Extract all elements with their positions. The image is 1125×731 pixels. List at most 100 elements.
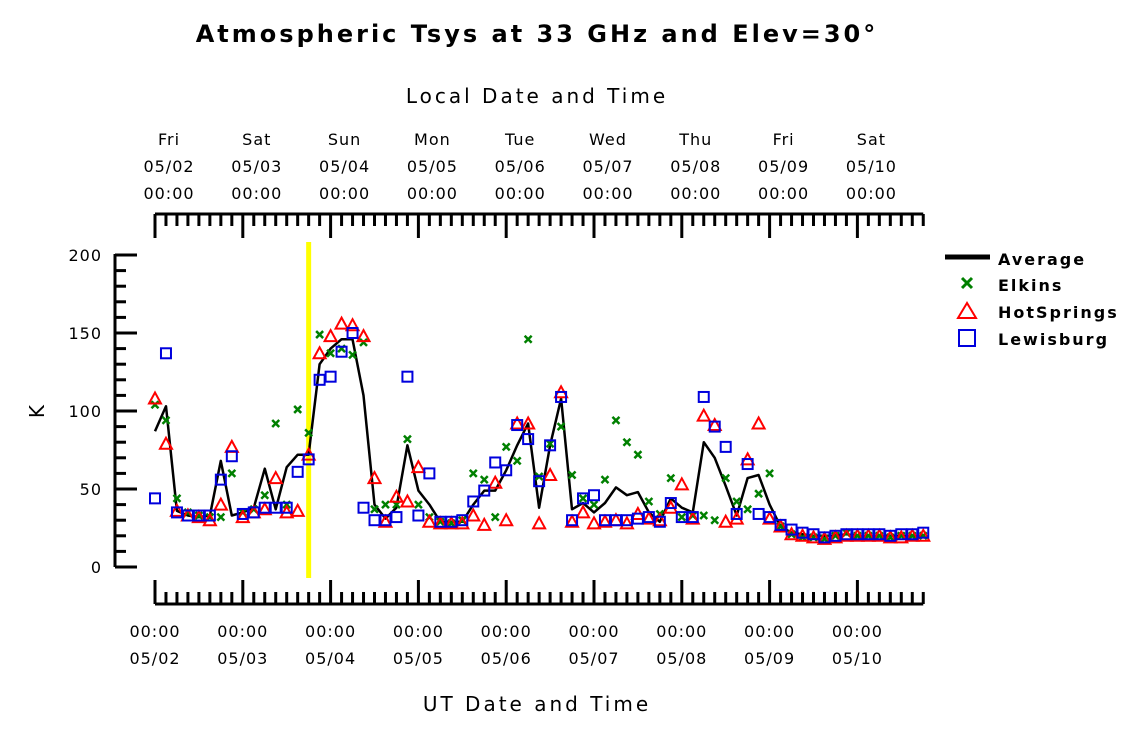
elkins-point	[556, 422, 566, 431]
lewisburg-point	[357, 501, 370, 514]
lewisburg-point	[346, 327, 359, 339]
elkins-point-stroke	[512, 456, 522, 466]
lewisburg-point	[368, 514, 381, 527]
elkins-point	[194, 511, 204, 520]
lewisburg-point	[203, 509, 216, 522]
hotsprings-point	[465, 507, 481, 522]
hotsprings-point	[147, 390, 163, 405]
top-tick-date-label: 05/10	[846, 157, 897, 176]
elkins-point	[633, 450, 643, 460]
top-tick-day-label: Sat	[857, 130, 886, 149]
lewisburg-point	[730, 507, 743, 520]
top-tick-time-label: 00:00	[231, 184, 282, 203]
lewisburg-point	[708, 420, 721, 433]
elkins-point-stroke	[633, 450, 643, 460]
lewisburg-point	[412, 509, 425, 522]
hotsprings-point	[904, 527, 920, 542]
elkins-point-stroke	[556, 422, 566, 431]
elkins-point-stroke	[578, 493, 588, 503]
elkins-point	[831, 531, 840, 541]
hotsprings-point	[575, 504, 591, 519]
elkins-point-stroke	[150, 400, 160, 410]
elkins-point	[315, 330, 325, 339]
elkins-point-stroke	[831, 531, 840, 541]
elkins-point	[150, 400, 160, 410]
elkins-point	[260, 490, 270, 500]
elkins-point	[490, 512, 500, 522]
lewisburg-point	[478, 484, 491, 497]
top-tick-day-label: Mon	[414, 130, 451, 149]
bottom-axis: 00:00 05/02 00:00 05/03 00:00 05/04 00:00 05/05…	[129, 580, 925, 668]
hotsprings-point	[586, 515, 602, 530]
elkins-point-stroke	[710, 515, 720, 525]
elkins-point	[699, 511, 709, 520]
top-axis: Fri 05/02 00:00 Sat 05/03 00:00 Sun 05/04 00:00 M…	[143, 130, 925, 238]
top-tick-day-label: Thu	[678, 130, 712, 149]
elkins-point	[765, 469, 774, 478]
hotsprings-point	[355, 328, 372, 343]
hotsprings-point	[750, 415, 767, 430]
elkins-point	[359, 337, 368, 347]
hotsprings-point	[443, 515, 460, 530]
legend: Average Elkins HotSprings Lewisburg	[945, 250, 1119, 349]
elkins-point	[545, 439, 555, 449]
elkins-point	[227, 469, 237, 478]
elkins-point	[743, 504, 753, 514]
y-tick-label: 0	[91, 558, 102, 577]
elkins-point	[896, 531, 906, 541]
bottom-tick-time-label: 00:00	[744, 622, 795, 641]
legend-elkins-x-icon	[960, 276, 974, 290]
elkins-point-stroke	[732, 497, 742, 506]
hotsprings-point	[432, 515, 449, 530]
elkins-point	[172, 493, 182, 503]
hotsprings-point	[685, 510, 701, 525]
top-tick-date-label: 05/03	[231, 157, 282, 176]
elkins-point	[600, 475, 610, 485]
bottom-tick-date-label: 05/04	[305, 649, 356, 668]
bottom-tick-time-label: 00:00	[656, 622, 707, 641]
hotsprings-point	[794, 527, 811, 542]
elkins-point-stroke	[468, 469, 478, 478]
top-tick-date-label: 05/04	[319, 157, 370, 176]
elkins-point-stroke	[523, 334, 533, 344]
lewisburg-point	[719, 440, 732, 453]
top-tick-time-label: 00:00	[846, 184, 897, 203]
hotsprings-point	[882, 529, 899, 544]
lewisburg-point	[697, 390, 710, 403]
top-tick-day-label: Tue	[504, 130, 535, 149]
hotsprings-point	[224, 438, 240, 453]
elkins-point	[161, 415, 171, 425]
y-tick-label: 200	[68, 246, 102, 265]
top-tick-date-label: 05/09	[758, 157, 809, 176]
elkins-point	[611, 415, 621, 425]
elkins-point	[644, 497, 654, 506]
hotsprings-point	[268, 469, 284, 485]
hotsprings-point	[816, 530, 833, 545]
lewisburg-point	[653, 515, 666, 528]
hotsprings-point	[696, 407, 712, 422]
top-tick-day-label: Sun	[328, 130, 361, 149]
hotsprings-point	[849, 527, 866, 542]
legend-hotsprings-label: HotSprings	[998, 303, 1119, 322]
elkins-point-stroke	[403, 434, 412, 444]
elkins-point	[677, 512, 687, 522]
legend-lewisburg-square-icon	[958, 329, 976, 347]
lewisburg-point	[401, 370, 414, 383]
lewisburg-point	[664, 497, 677, 510]
lewisburg-point	[456, 514, 469, 527]
elkins-point-stroke	[644, 497, 654, 506]
bottom-tick-time-label: 00:00	[129, 622, 180, 641]
elkins-point-stroke	[315, 330, 325, 339]
lewisburg-point	[324, 370, 337, 383]
y-tick-label: 100	[68, 402, 102, 421]
hotsprings-point	[377, 513, 394, 528]
hotsprings-point	[838, 527, 855, 542]
lewisburg-point	[752, 507, 765, 520]
elkins-point-stroke	[435, 517, 445, 527]
elkins-point	[370, 504, 379, 514]
y-tick-label: 150	[68, 324, 102, 343]
top-tick-time-label: 00:00	[495, 184, 546, 203]
lewisburg-point	[302, 453, 315, 466]
elkins-point	[622, 437, 632, 447]
